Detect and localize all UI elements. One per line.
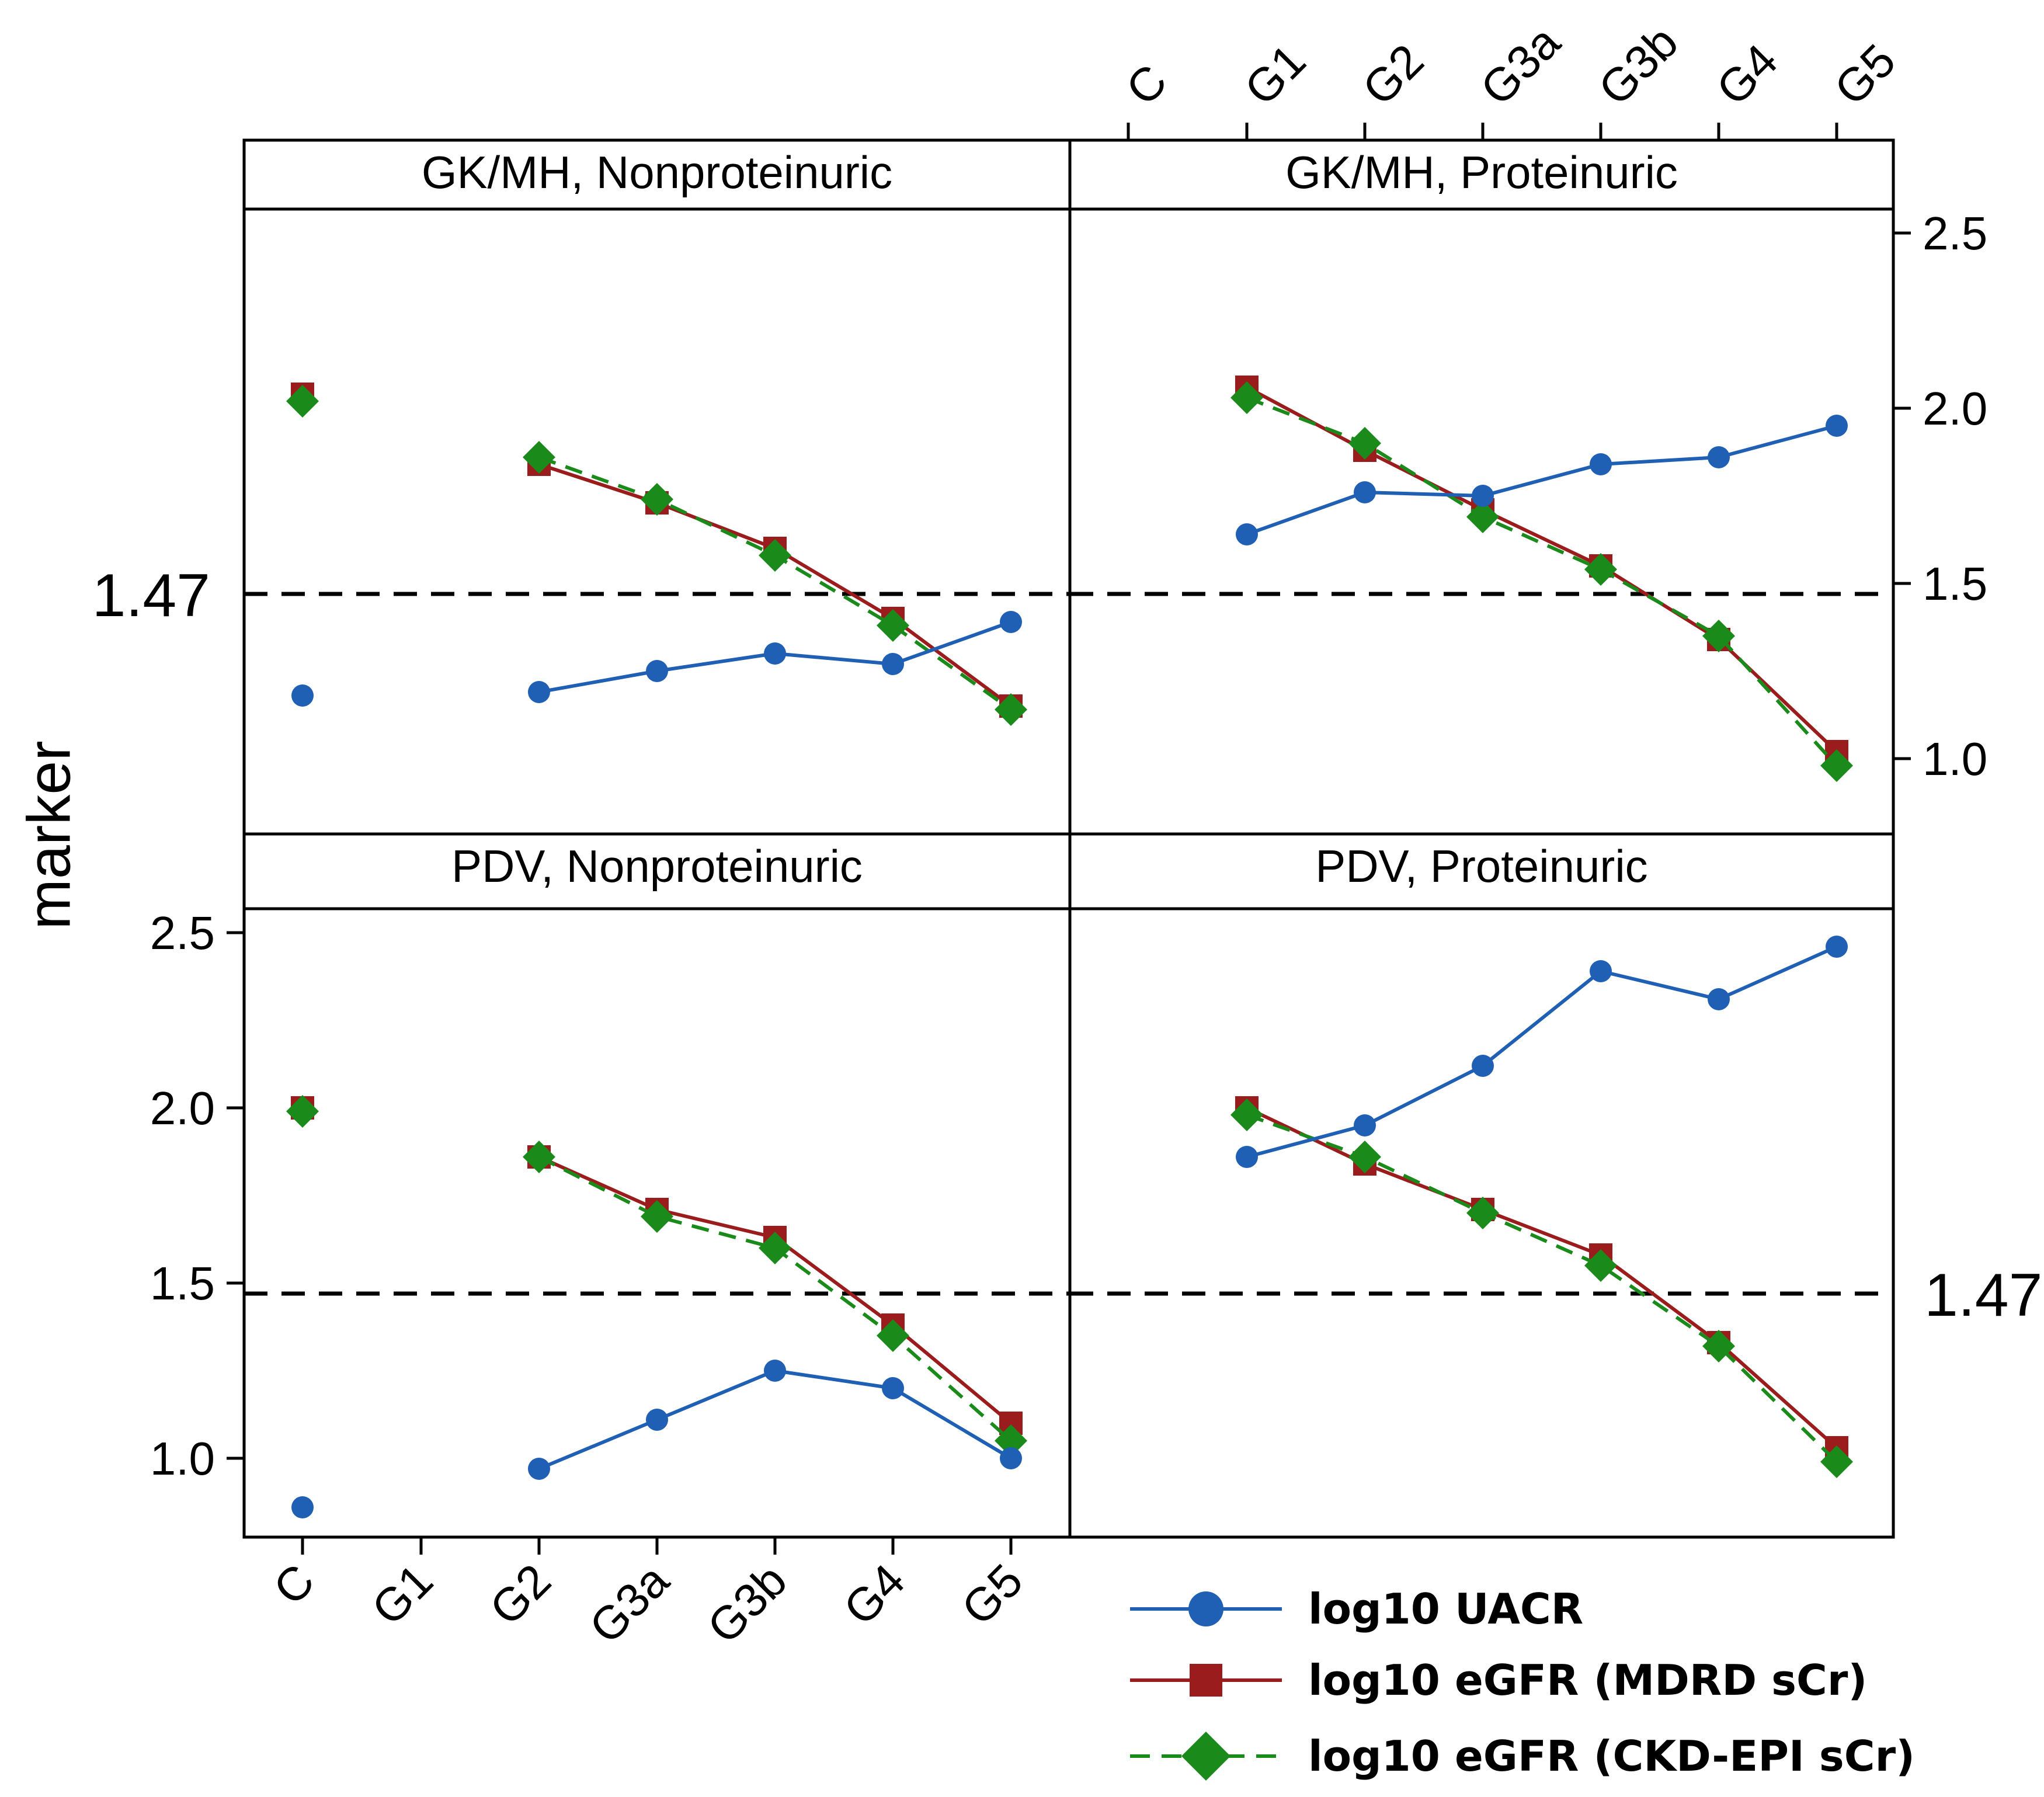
panel-title: PDV, Proteinuric	[1315, 840, 1647, 892]
y-tick-label-right: 1.5	[1923, 558, 1987, 610]
point-uacr	[646, 660, 668, 682]
series-line-mdrd	[1246, 1106, 1838, 1450]
point-uacr	[1236, 1146, 1258, 1168]
point-ckd	[286, 385, 319, 418]
point-uacr	[1000, 611, 1022, 633]
legend-label-mdrd: log10 eGFR (MDRD sCr)	[1308, 1656, 1867, 1705]
point-uacr	[1826, 936, 1848, 958]
point-uacr	[1354, 1114, 1376, 1136]
point-ckd	[1702, 620, 1735, 652]
point-uacr	[291, 684, 314, 707]
panel-strip	[1068, 832, 1895, 910]
y-tick-label-right: 1.0	[1923, 733, 1987, 785]
legend-label-uacr: log10 UACR	[1308, 1584, 1583, 1633]
series-line-uacr	[1246, 424, 1837, 536]
point-uacr	[1826, 415, 1848, 437]
point-ckd	[286, 1095, 319, 1128]
point-uacr	[646, 1409, 668, 1431]
point-ckd	[877, 1319, 909, 1352]
point-uacr	[528, 1458, 550, 1480]
point-ckd	[759, 539, 791, 572]
point-uacr	[1000, 1447, 1022, 1469]
point-uacr	[1354, 481, 1376, 503]
panel-4: PDV, Proteinuric	[1068, 832, 1895, 1539]
point-uacr	[1708, 988, 1730, 1010]
point-ckd	[641, 1200, 673, 1233]
point-ckd	[1820, 1445, 1853, 1478]
series-line-mdrd	[1246, 385, 1838, 753]
point-uacr	[882, 653, 904, 675]
point-ckd	[1230, 381, 1263, 414]
point-ckd	[995, 693, 1027, 726]
legend: log10 UACR log10 eGFR (MDRD sCr) log10 e…	[1130, 1584, 1915, 1781]
y-axis-label: marker	[15, 741, 83, 930]
panel-title: PDV, Nonproteinuric	[451, 840, 863, 892]
legend-marker-uacr	[1188, 1591, 1223, 1626]
panel-2: GK/MH, Proteinuric	[1068, 138, 1895, 836]
panel-title: GK/MH, Nonproteinuric	[422, 147, 892, 198]
point-uacr	[764, 1360, 786, 1382]
legend-entry-ckd: log10 eGFR (CKD-EPI sCr)	[1130, 1732, 1915, 1781]
panel-strip	[242, 138, 1072, 211]
y-tick-label-left: 1.5	[150, 1257, 215, 1309]
point-ckd	[1348, 427, 1381, 460]
point-uacr	[1590, 453, 1612, 475]
panels-layer: GK/MH, Nonproteinuric GK/MH, Proteinuric P…	[242, 138, 1895, 1539]
legend-entry-mdrd: log10 eGFR (MDRD sCr)	[1130, 1656, 1867, 1705]
point-ckd	[1466, 1197, 1499, 1229]
point-uacr	[1472, 1055, 1494, 1077]
point-ckd	[877, 609, 909, 642]
panel-strip	[1068, 138, 1895, 211]
point-uacr	[764, 642, 786, 665]
y-tick-label-right: 2.5	[1923, 207, 1987, 259]
point-uacr	[1236, 523, 1258, 545]
point-uacr	[1590, 960, 1612, 982]
point-uacr	[1472, 485, 1494, 507]
point-ckd	[523, 441, 555, 474]
panel-strip	[242, 832, 1072, 910]
reference-label-left: 1.47	[92, 562, 210, 630]
y-tick-label-left: 1.0	[150, 1433, 215, 1485]
series-line-uacr	[1246, 945, 1838, 1159]
panel-1: GK/MH, Nonproteinuric	[242, 138, 1072, 836]
point-ckd	[1702, 1330, 1735, 1362]
point-uacr	[1708, 446, 1730, 468]
panel-3: PDV, Nonproteinuric	[242, 832, 1072, 1539]
point-ckd	[759, 1232, 791, 1264]
point-ckd	[1348, 1141, 1381, 1173]
point-ckd	[1584, 553, 1617, 586]
point-ckd	[1466, 500, 1499, 533]
point-ckd	[1820, 749, 1853, 782]
point-ckd	[641, 483, 673, 516]
point-ckd	[995, 1424, 1027, 1457]
point-ckd	[1584, 1249, 1617, 1282]
panel-frame	[1068, 907, 1895, 1539]
legend-marker-mdrd	[1190, 1664, 1222, 1697]
point-uacr	[291, 1496, 314, 1518]
series-line-ckd	[1246, 1113, 1838, 1464]
legend-marker-ckd	[1181, 1732, 1230, 1781]
point-ckd	[1230, 1099, 1263, 1131]
legend-label-ckd: log10 eGFR (CKD-EPI sCr)	[1308, 1732, 1915, 1781]
point-uacr	[528, 681, 550, 703]
legend-entry-uacr: log10 UACR	[1130, 1584, 1583, 1633]
y-tick-label-right: 2.0	[1923, 383, 1987, 435]
point-ckd	[523, 1141, 555, 1173]
point-uacr	[882, 1377, 904, 1399]
y-tick-label-left: 2.0	[150, 1082, 215, 1134]
panel-title: GK/MH, Proteinuric	[1285, 147, 1678, 198]
y-tick-label-left: 2.5	[150, 907, 215, 959]
reference-label-right: 1.47	[1924, 1261, 2042, 1329]
